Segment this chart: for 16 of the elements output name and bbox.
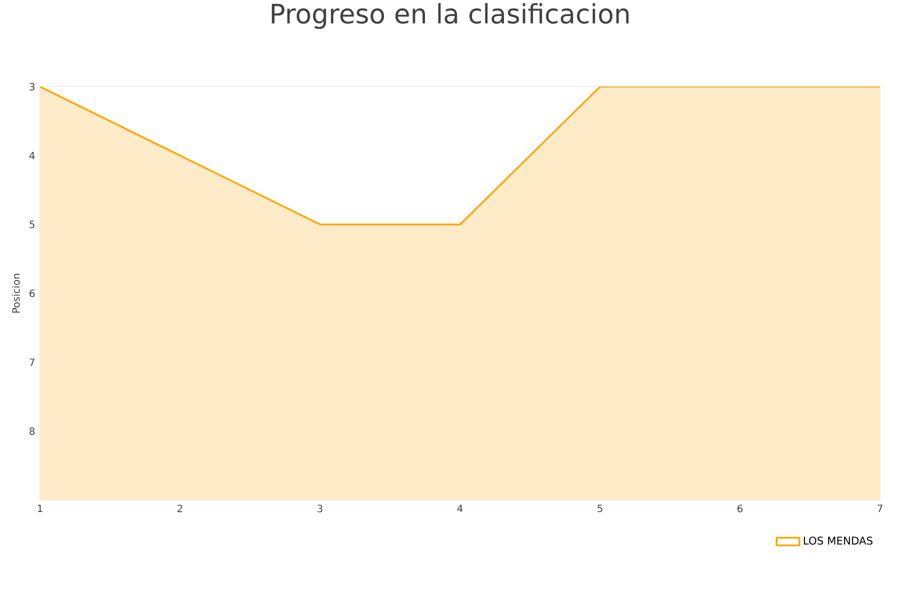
- y-tick-label: 7: [30, 358, 34, 366]
- chart-title: Progreso en la clasificacion: [272, 3, 629, 29]
- x-tick-label: 4: [457, 504, 463, 512]
- y-tick-label: 5: [30, 220, 34, 228]
- y-tick-label: 6: [30, 290, 35, 298]
- x-tick-label: 1: [38, 504, 42, 512]
- x-tick-label: 5: [598, 504, 602, 512]
- x-tick-label: 2: [178, 504, 182, 512]
- y-tick-label: 4: [29, 152, 35, 160]
- y-tick-label: 8: [30, 427, 35, 435]
- y-tick-label: 3: [30, 82, 34, 90]
- legend-label: LOS MENDAS: [804, 536, 872, 545]
- y-axis-title: Posicion: [12, 274, 20, 313]
- x-tick-label: 3: [318, 504, 322, 512]
- x-tick-label: 7: [878, 504, 882, 512]
- x-tick-label: 6: [738, 504, 743, 512]
